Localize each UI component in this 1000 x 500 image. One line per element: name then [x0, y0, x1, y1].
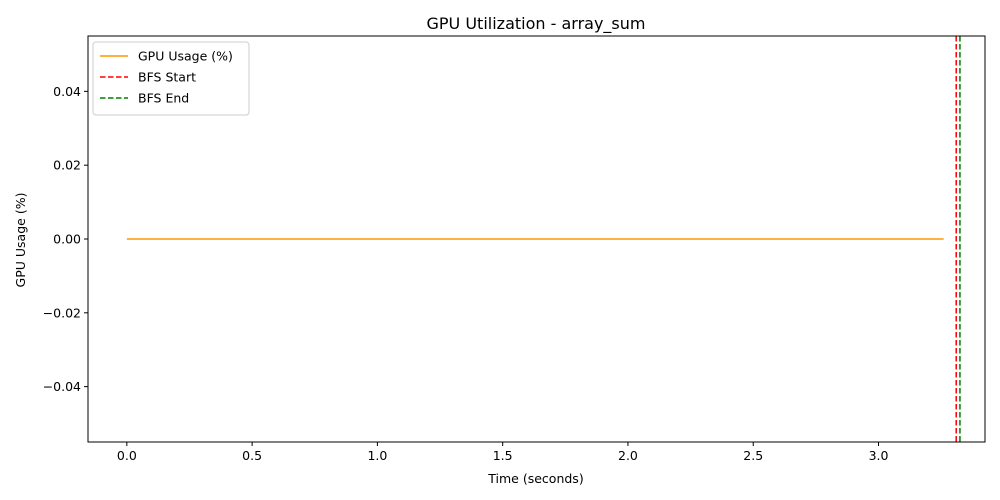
legend-box: [92, 41, 250, 116]
x-axis-ticks: 0.0 0.5 1.0 1.5 2.0 2.5 3.0: [117, 442, 889, 463]
legend-label: BFS Start: [138, 70, 196, 85]
x-tick-label: 2.0: [618, 448, 638, 463]
y-tick-label: −0.04: [43, 379, 81, 394]
x-tick-label: 0.0: [117, 448, 137, 463]
x-tick-label: 0.5: [242, 448, 262, 463]
x-tick-label: 3.0: [869, 448, 889, 463]
y-axis-label: GPU Usage (%): [13, 193, 28, 288]
y-tick-label: 0.00: [53, 232, 81, 247]
chart-title: GPU Utilization - array_sum: [427, 14, 646, 34]
legend: GPU Usage (%) BFS Start BFS End: [92, 41, 250, 116]
x-tick-label: 1.0: [367, 448, 387, 463]
y-axis-ticks: −0.04 −0.02 0.00 0.02 0.04: [43, 84, 88, 394]
x-axis-label: Time (seconds): [487, 471, 583, 486]
y-tick-label: 0.02: [53, 158, 81, 173]
y-tick-label: 0.04: [53, 84, 81, 99]
x-tick-label: 1.5: [493, 448, 513, 463]
y-tick-label: −0.02: [43, 305, 81, 320]
legend-label: GPU Usage (%): [138, 49, 233, 64]
legend-label: BFS End: [138, 91, 189, 106]
x-tick-label: 2.5: [743, 448, 763, 463]
